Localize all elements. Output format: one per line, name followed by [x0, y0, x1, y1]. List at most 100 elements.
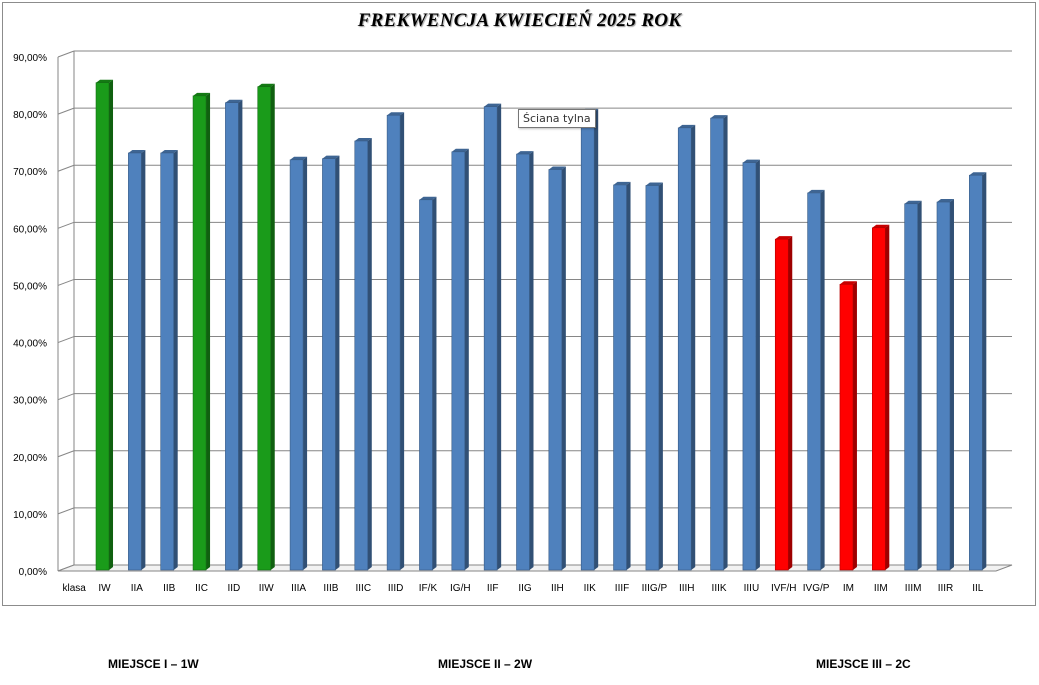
bar-top [387, 112, 405, 116]
x-tick-label: IIH [551, 583, 564, 594]
bar-side [852, 281, 857, 570]
bar-side [109, 79, 114, 570]
bar-top [484, 103, 502, 107]
place-three-label: MIEJSCE III – 2C [816, 657, 911, 671]
bar-side [561, 166, 566, 570]
x-tick-label: IIC [195, 583, 208, 594]
bar-side [755, 159, 760, 570]
bar-top [516, 151, 534, 155]
x-tick-label: IIA [131, 583, 144, 594]
bar-front [483, 106, 498, 571]
bar-front [904, 203, 918, 571]
x-tick-label: IIIB [323, 583, 338, 594]
bar-top [936, 199, 954, 203]
bar-side [432, 196, 437, 570]
y-tick-label: 70,00% [13, 167, 47, 178]
bar-top [839, 281, 857, 285]
bar [160, 149, 178, 571]
bar-front [807, 192, 821, 571]
place-one-label: MIEJSCE I – 1W [108, 657, 199, 671]
bar-top [775, 236, 793, 240]
x-tick-label: IF/K [419, 583, 438, 594]
y-tick-label: 50,00% [13, 281, 47, 292]
bar [774, 236, 793, 571]
bar-top [613, 181, 631, 185]
x-tick-label: IIL [972, 583, 984, 594]
bar [839, 281, 857, 571]
bar-front [192, 95, 207, 571]
bar [289, 156, 308, 571]
y-tick-label: 80,00% [13, 110, 47, 121]
bar-top [904, 200, 922, 204]
bar [225, 99, 243, 571]
bar-top [96, 79, 114, 83]
bar-top [160, 149, 178, 153]
bar [516, 151, 534, 571]
bar-front [419, 199, 433, 571]
bar [807, 189, 825, 571]
x-tick-label: IIIG/P [642, 583, 668, 594]
bar-side [982, 172, 987, 570]
bar [742, 159, 760, 571]
bar-top [128, 149, 146, 153]
bar-top [225, 99, 243, 103]
bar [969, 172, 987, 571]
x-tick-label: IIG [518, 583, 532, 594]
bar-top [710, 115, 728, 119]
bar-side [594, 108, 599, 571]
bar-front [322, 158, 336, 571]
x-tick-label: IIIR [938, 583, 954, 594]
y-tick-label: 10,00% [13, 510, 47, 521]
bar [936, 199, 954, 571]
y-tick-label: 40,00% [13, 339, 47, 350]
y-tick-label: 90,00% [13, 53, 47, 64]
y-tick-label: 60,00% [13, 224, 47, 235]
bar-top [742, 159, 760, 163]
bar-front [160, 152, 175, 571]
bar-side [885, 224, 890, 571]
bar [483, 103, 502, 571]
bar-front [354, 140, 369, 571]
bar-front [257, 86, 272, 571]
bar-side [141, 149, 146, 571]
bar-side [949, 199, 954, 570]
x-tick-label: IIIA [291, 583, 306, 594]
bar-top [193, 92, 211, 96]
bar-front [516, 153, 530, 571]
bar [386, 112, 405, 571]
bar-side [529, 151, 534, 571]
bar-front [969, 174, 983, 571]
bar-front [613, 184, 627, 571]
bar [871, 224, 890, 571]
bar-front [386, 114, 401, 571]
bar-front [742, 162, 757, 571]
bar-front [839, 284, 854, 571]
bar-top [290, 156, 308, 160]
bar-side [335, 155, 340, 570]
gridline-side [57, 336, 75, 344]
bar-front [774, 238, 789, 571]
bar-side [917, 200, 922, 570]
bar-front [128, 152, 142, 571]
y-tick-label: 30,00% [13, 396, 47, 407]
bar-side [206, 92, 211, 570]
bar-side [173, 149, 178, 571]
bar [128, 149, 146, 571]
place-two-label: MIEJSCE II – 2W [438, 657, 533, 671]
bar-side [820, 189, 825, 570]
x-tick-label: IIK [584, 583, 597, 594]
bar-top [548, 166, 566, 170]
bar-front [710, 117, 724, 571]
x-tick-label: IID [228, 583, 241, 594]
gridline-side [57, 450, 75, 458]
y-tick-label: 0,00% [19, 567, 47, 578]
bar [548, 166, 566, 571]
x-tick-label: IIIK [712, 583, 727, 594]
x-tick-label: IIB [163, 583, 176, 594]
bar [710, 115, 728, 571]
x-tick-label: IM [843, 583, 854, 594]
bar-side [303, 156, 308, 571]
bar-top [969, 172, 987, 176]
bar [613, 181, 631, 571]
bar-side [464, 148, 469, 570]
